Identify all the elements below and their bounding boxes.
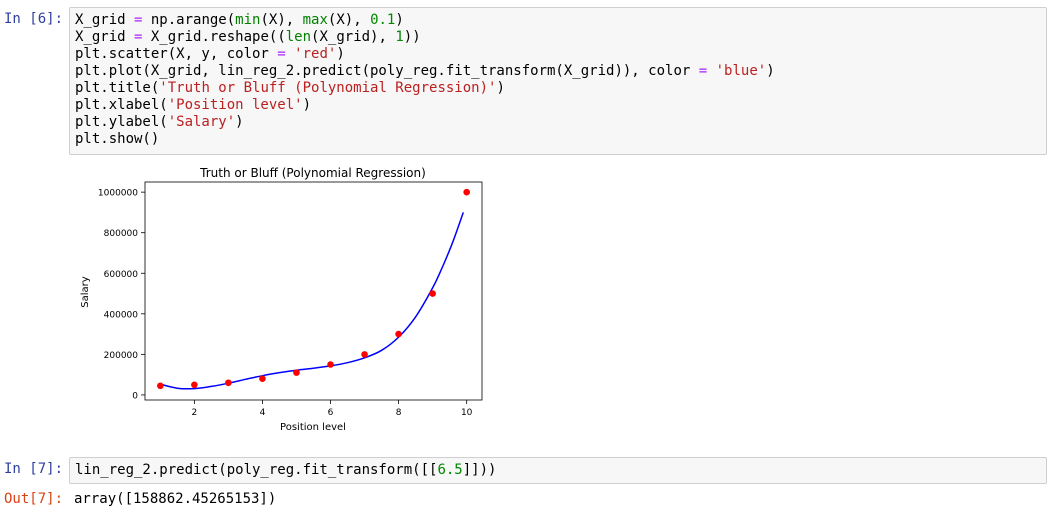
code-line[interactable]: plt.title('Truth or Bluff (Polynomial Re…: [75, 80, 505, 97]
out-prompt-7: Out[7]:: [4, 491, 64, 507]
code-token: 0.1: [370, 12, 396, 28]
y-tick-label: 0: [132, 391, 138, 401]
y-axis: 0 200000 400000 600000 800000 1000000: [98, 189, 145, 401]
y-tick-label: 200000: [104, 351, 139, 361]
code-token: plt.xlabel(: [75, 97, 168, 113]
code-token: =: [134, 12, 143, 28]
code-token: plt.ylabel(: [75, 114, 168, 130]
code-token: len: [285, 29, 312, 45]
code-token: 'Salary': [167, 114, 236, 130]
x-tick-label: 4: [260, 408, 266, 418]
code-token: [286, 46, 294, 62]
y-axis-label: Salary: [80, 276, 91, 307]
code-token: plt.plot(X_grid, lin_reg_2.predict(poly_…: [75, 63, 699, 79]
code-token: ): [766, 63, 775, 79]
code-line[interactable]: X_grid = np.arange(min(X), max(X), 0.1): [75, 12, 404, 29]
code-token: =: [277, 46, 286, 62]
scatter-point: [293, 369, 300, 376]
code-line[interactable]: plt.xlabel('Position level'): [75, 97, 311, 114]
code-line[interactable]: X_grid = X_grid.reshape((len(X_grid), 1)…: [75, 29, 421, 46]
code-token: )): [403, 29, 421, 45]
code-token: ): [336, 46, 345, 62]
code-token: (X_grid),: [311, 29, 396, 45]
x-tick-label: 6: [328, 408, 334, 418]
in-prompt-6: In [6]:: [4, 11, 64, 27]
x-axis-label: Position level: [280, 422, 346, 433]
code-token: lin_reg_2.predict(poly_reg.fit_transform…: [75, 462, 438, 478]
code-token: 1: [395, 29, 404, 45]
in-prompt-7: In [7]:: [4, 461, 64, 477]
code-token: =: [698, 63, 708, 79]
scatter-point: [327, 361, 334, 368]
x-axis: 2 4 6 8 10: [191, 400, 473, 418]
code-line[interactable]: plt.scatter(X, y, color = 'red'): [75, 46, 345, 63]
x-tick-label: 8: [396, 408, 402, 418]
code-token: np.arange(: [142, 12, 236, 28]
scatter-point: [259, 375, 266, 383]
scatter-point: [157, 382, 164, 390]
chart-title: Truth or Bluff (Polynomial Regression): [199, 166, 426, 180]
y-tick-label: 1000000: [98, 189, 138, 199]
code-token: X_grid.reshape((: [142, 29, 286, 45]
scatter-points: [157, 188, 470, 390]
code-token: X_grid: [75, 12, 135, 28]
regression-line: [160, 212, 465, 390]
scatter-point: [429, 290, 436, 297]
code-token: 'Position level': [167, 97, 303, 113]
code-token: 'blue': [715, 63, 767, 79]
x-tick-label: 2: [191, 408, 197, 418]
plot-output: Truth or Bluff (Polynomial Regression) 0…: [80, 166, 483, 433]
scatter-point: [361, 351, 368, 358]
scatter-point: [191, 381, 198, 389]
code-token: ): [395, 12, 404, 28]
code-token: plt.scatter(X, y, color: [75, 46, 278, 62]
code-token: 6.5: [437, 462, 463, 478]
scatter-point: [395, 330, 402, 338]
scatter-point: [225, 379, 232, 387]
code-token: ): [302, 97, 312, 113]
code-line[interactable]: plt.ylabel('Salary'): [75, 114, 244, 131]
code-token: ): [235, 114, 244, 130]
code-token: [707, 63, 715, 79]
code-cell-6[interactable]: X_grid = np.arange(min(X), max(X), 0.1) X…: [69, 7, 1047, 155]
code-line[interactable]: lin_reg_2.predict(poly_reg.fit_transform…: [75, 462, 496, 479]
code-token: 'Truth or Bluff (Polynomial Regression)': [159, 80, 497, 96]
code-token: (X),: [260, 12, 303, 28]
code-token: plt.title(: [75, 80, 160, 96]
code-token: plt.show(): [75, 131, 160, 147]
code-token: max: [302, 12, 328, 28]
code-token: (X),: [327, 12, 371, 28]
y-tick-label: 800000: [104, 229, 139, 239]
plot-frame: [144, 181, 483, 401]
y-tick-label: 600000: [104, 270, 139, 280]
code-token: 'red': [294, 46, 337, 62]
x-tick-label: 10: [461, 408, 473, 418]
scatter-point: [463, 188, 470, 196]
y-tick-label: 400000: [104, 310, 139, 320]
cell-output: array([158862.45265153]): [74, 491, 277, 507]
code-token: ): [496, 80, 505, 96]
code-token: X_grid: [75, 29, 135, 45]
code-token: min: [235, 12, 261, 28]
code-line[interactable]: plt.show(): [75, 131, 159, 148]
code-token: =: [134, 29, 143, 45]
code-cell-7[interactable]: lin_reg_2.predict(poly_reg.fit_transform…: [69, 457, 1047, 484]
code-line[interactable]: plt.plot(X_grid, lin_reg_2.predict(poly_…: [75, 63, 775, 80]
code-token: ]])): [462, 462, 497, 478]
